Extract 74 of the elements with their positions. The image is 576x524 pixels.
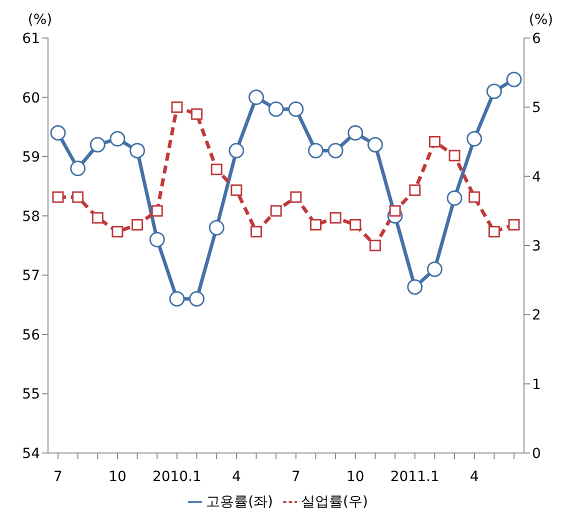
point [288,101,304,117]
point [70,160,86,176]
point [189,291,205,307]
legend-label: 고용률(좌) [206,494,273,510]
point [268,101,284,117]
point [407,279,423,295]
point [230,184,242,196]
legend-label: 실업률(우) [301,494,368,510]
y-tick-label: 59 [22,150,40,166]
point [208,220,224,236]
y-tick-label: 60 [22,90,40,106]
y-axis-title: (%) [28,12,52,28]
x-tick-label: 10 [346,468,364,485]
point [409,184,421,196]
point [488,226,500,238]
point [92,212,104,224]
x-tick-label: 10 [108,468,126,485]
point [389,205,401,217]
x-tick-label: 4 [470,468,479,485]
point [270,205,282,217]
x-tick-label: 7 [54,468,62,485]
point [290,191,302,203]
y2-tick-label: 4 [532,169,541,186]
y-tick-label: 56 [22,327,40,344]
point [210,164,222,176]
point [486,84,502,100]
point [426,261,442,277]
point [308,142,324,158]
point [506,72,522,88]
y-tick-label: 57 [22,268,40,284]
y-tick-label: 54 [22,446,40,462]
point [310,219,322,230]
point [72,191,84,203]
point [369,240,381,252]
y-tick-label: 55 [22,386,40,403]
point [149,232,165,248]
point [112,226,124,238]
point [466,131,482,147]
y2-axis-title: (%) [528,12,554,28]
point [468,191,480,203]
x-tick-label: 2010.1 [152,468,202,485]
y2-tick-label: 0 [532,446,541,462]
point [508,219,520,230]
x-tick-label: 4 [232,468,241,485]
point [250,226,262,238]
y2-tick-label: 5 [532,100,541,116]
x-tick-label: 7 [291,468,300,485]
point [350,219,362,230]
point [52,191,64,203]
point [130,142,146,158]
point [171,101,183,113]
point [448,150,460,162]
point [132,219,144,230]
point [428,136,440,148]
point [348,125,364,141]
y2-tick-label: 6 [532,30,541,47]
y2-tick-label: 3 [532,238,541,254]
point [328,142,344,158]
point [169,291,185,307]
point [446,190,462,206]
point [90,136,106,152]
point [50,125,66,141]
y-tick-label: 61 [22,30,40,47]
y-tick-label: 58 [22,208,40,225]
point [367,136,383,152]
point [191,108,203,120]
point [248,90,264,106]
y2-tick-label: 1 [532,376,541,393]
y2-tick-label: 2 [532,308,541,324]
point [330,212,342,224]
x-tick-label: 2011.1 [390,468,440,485]
point [110,131,126,147]
point [151,205,163,217]
point [228,142,244,158]
